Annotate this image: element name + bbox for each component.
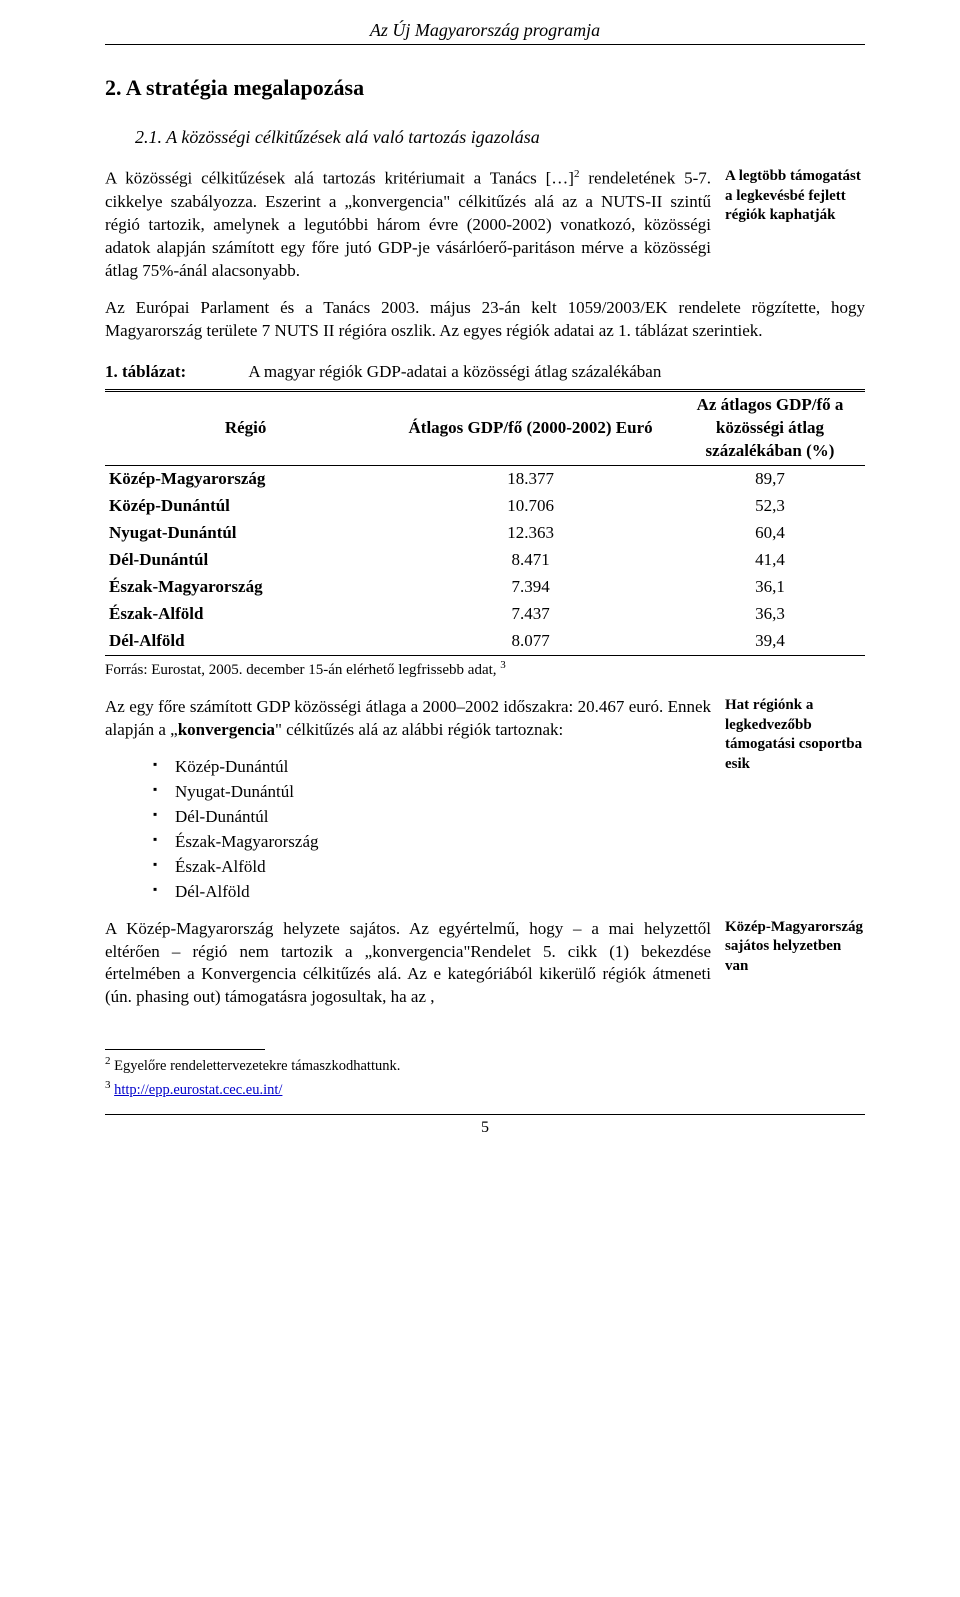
cell-gdp: 18.377	[386, 466, 675, 493]
heading-2: 2.1. A közösségi célkitűzések alá való t…	[135, 125, 865, 149]
cell-pct: 52,3	[675, 493, 865, 520]
list-item: Nyugat-Dunántúl	[153, 781, 711, 804]
table-source-text: Forrás: Eurostat, 2005. december 15-án e…	[105, 662, 500, 678]
cell-gdp: 7.437	[386, 601, 675, 628]
cell-region: Dél-Dunántúl	[105, 547, 386, 574]
paragraph-4: A Közép-Magyarország helyzete sajátos. A…	[105, 918, 711, 1010]
page-number: 5	[105, 1117, 865, 1139]
table-source: Forrás: Eurostat, 2005. december 15-án e…	[105, 658, 865, 680]
cell-pct: 39,4	[675, 628, 865, 655]
cell-gdp: 8.471	[386, 547, 675, 574]
list-item: Dél-Alföld	[153, 881, 711, 904]
cell-pct: 36,1	[675, 574, 865, 601]
margin-note-1: A legtöbb támogatást a legkevésbé fejlet…	[725, 167, 865, 226]
footnote-2-text: Egyelőre rendelettervezetekre támaszkodh…	[111, 1058, 401, 1074]
table-header-pct: Az átlagos GDP/fő a közösségi átlag száz…	[675, 391, 865, 466]
cell-region: Észak-Magyarország	[105, 574, 386, 601]
cell-region: Észak-Alföld	[105, 601, 386, 628]
page-footer: 5	[105, 1114, 865, 1139]
table-row: Közép-Dunántúl 10.706 52,3	[105, 493, 865, 520]
cell-gdp: 12.363	[386, 520, 675, 547]
gdp-table: Régió Átlagos GDP/fő (2000-2002) Euró Az…	[105, 389, 865, 655]
cell-gdp: 8.077	[386, 628, 675, 655]
footer-rule	[105, 1114, 865, 1115]
cell-pct: 36,3	[675, 601, 865, 628]
cell-region: Nyugat-Dunántúl	[105, 520, 386, 547]
table-row: Dél-Dunántúl 8.471 41,4	[105, 547, 865, 574]
footnote-ref-3: 3	[500, 659, 506, 671]
cell-pct: 41,4	[675, 547, 865, 574]
table-row: Észak-Alföld 7.437 36,3	[105, 601, 865, 628]
footnote-2: 2 Egyelőre rendelettervezetekre támaszko…	[105, 1054, 865, 1076]
table-row: Közép-Magyarország 18.377 89,7	[105, 466, 865, 493]
footnote-rule	[105, 1049, 265, 1050]
cell-pct: 89,7	[675, 466, 865, 493]
paragraph-1: A közösségi célkitűzések alá tartozás kr…	[105, 167, 711, 282]
list-item: Közép-Dunántúl	[153, 756, 711, 779]
table-row: Nyugat-Dunántúl 12.363 60,4	[105, 520, 865, 547]
table-label: 1. táblázat:	[105, 361, 245, 384]
cell-region: Közép-Dunántúl	[105, 493, 386, 520]
cell-pct: 60,4	[675, 520, 865, 547]
table-row: Észak-Magyarország 7.394 36,1	[105, 574, 865, 601]
table-header-region: Régió	[105, 391, 386, 466]
footnote-3: 3 http://epp.eurostat.cec.eu.int/	[105, 1078, 865, 1100]
footnotes: 2 Egyelőre rendelettervezetekre támaszko…	[105, 1049, 865, 1100]
header-rule	[105, 44, 865, 45]
list-item: Észak-Alföld	[153, 856, 711, 879]
list-item: Dél-Dunántúl	[153, 806, 711, 829]
table-row: Dél-Alföld 8.077 39,4	[105, 628, 865, 655]
paragraph-3-c: " célkitűzés alá az alábbi régiók tartoz…	[275, 720, 563, 739]
region-list: Közép-Dunántúl Nyugat-Dunántúl Dél-Dunán…	[105, 756, 711, 904]
page-header-title: Az Új Magyarország programja	[105, 18, 865, 42]
table-header-gdp: Átlagos GDP/fő (2000-2002) Euró	[386, 391, 675, 466]
paragraph-3-bold: konvergencia	[178, 720, 275, 739]
paragraph-2: Az Európai Parlament és a Tanács 2003. m…	[105, 297, 865, 343]
footnote-3-link[interactable]: http://epp.eurostat.cec.eu.int/	[114, 1082, 282, 1098]
table-caption: A magyar régiók GDP-adatai a közösségi á…	[248, 362, 661, 381]
cell-gdp: 10.706	[386, 493, 675, 520]
footnote-3-num: 3	[105, 1079, 111, 1091]
paragraph-3: Az egy főre számított GDP közösségi átla…	[105, 696, 711, 742]
margin-note-2: Hat régiónk a legkedvezőbb támogatási cs…	[725, 696, 865, 774]
table-title: 1. táblázat: A magyar régiók GDP-adatai …	[105, 361, 865, 384]
margin-note-3: Közép-Magyarország sajátos helyzetben va…	[725, 918, 865, 977]
paragraph-1-part-a: A közösségi célkitűzések alá tartozás kr…	[105, 169, 574, 188]
heading-1: 2. A stratégia megalapozása	[105, 73, 865, 103]
cell-region: Dél-Alföld	[105, 628, 386, 655]
cell-gdp: 7.394	[386, 574, 675, 601]
cell-region: Közép-Magyarország	[105, 466, 386, 493]
list-item: Észak-Magyarország	[153, 831, 711, 854]
